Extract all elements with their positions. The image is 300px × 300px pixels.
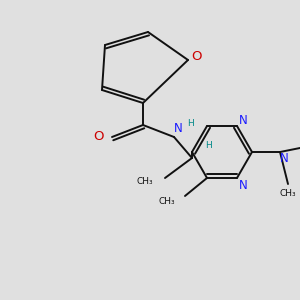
Text: H: H [187,119,194,128]
Text: N: N [238,113,247,127]
Text: CH₃: CH₃ [159,197,175,206]
Text: O: O [191,50,201,62]
Text: N: N [280,152,288,164]
Text: O: O [94,130,104,143]
Text: H: H [205,142,212,151]
Text: CH₃: CH₃ [280,190,296,199]
Text: N: N [238,179,247,193]
Text: N: N [174,122,182,136]
Text: CH₃: CH₃ [137,178,153,187]
